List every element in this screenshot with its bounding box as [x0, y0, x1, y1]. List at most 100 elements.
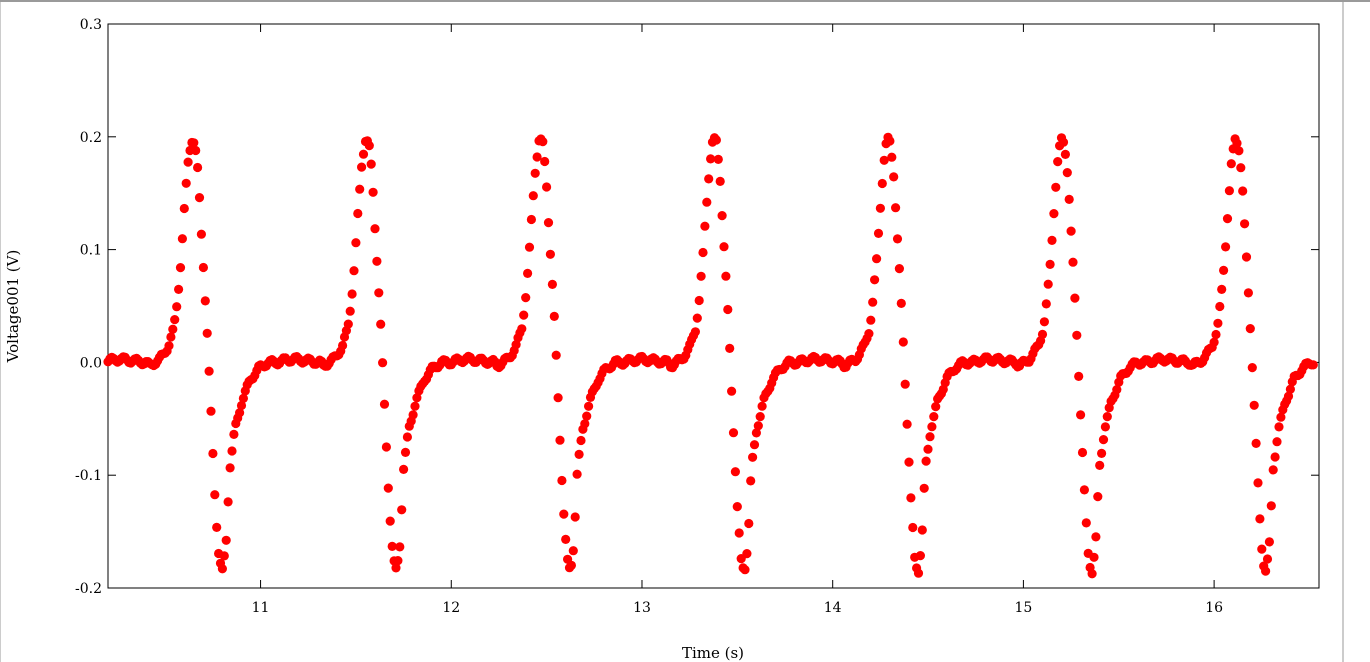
data-point — [904, 457, 914, 467]
data-point — [913, 568, 924, 578]
data-point — [868, 297, 878, 307]
data-point — [751, 428, 762, 438]
x-axis-label: Time (s) — [682, 644, 744, 662]
data-point — [866, 315, 876, 325]
data-point — [1222, 214, 1233, 224]
data-point — [690, 327, 701, 337]
data-point — [1058, 137, 1069, 147]
data-point — [519, 310, 529, 320]
data-point — [200, 296, 210, 306]
data-point — [353, 208, 363, 219]
data-point — [568, 546, 578, 556]
data-point — [1097, 448, 1107, 458]
y-axis-label: Voltage001 (V) — [4, 250, 22, 364]
data-point — [1072, 330, 1082, 340]
data-point — [891, 203, 901, 213]
data-point — [372, 256, 382, 266]
data-point — [706, 154, 716, 164]
data-point — [1243, 288, 1253, 298]
data-point — [378, 358, 388, 368]
data-point — [727, 386, 737, 396]
data-point — [549, 311, 559, 321]
data-point — [349, 266, 359, 276]
data-point — [728, 428, 739, 438]
data-point — [1049, 209, 1059, 219]
data-point — [338, 340, 348, 351]
data-point — [210, 490, 220, 500]
data-point — [692, 313, 702, 323]
data-point — [1240, 219, 1250, 229]
x-tick-label: 14 — [824, 600, 842, 616]
data-point — [526, 214, 537, 225]
data-point — [1098, 435, 1109, 445]
data-point — [208, 448, 218, 459]
data-point — [734, 528, 744, 538]
data-point — [885, 136, 895, 146]
data-point — [219, 551, 229, 561]
data-point — [1068, 257, 1078, 267]
data-point — [528, 191, 538, 201]
data-point — [730, 467, 741, 477]
data-point — [177, 234, 187, 244]
data-point — [744, 518, 754, 529]
data-point — [906, 493, 916, 503]
data-point — [235, 408, 245, 418]
data-point — [1266, 501, 1276, 511]
data-point — [547, 279, 558, 289]
data-point — [1268, 465, 1278, 475]
data-point — [1308, 360, 1318, 370]
data-point — [523, 268, 533, 278]
data-point — [877, 178, 887, 189]
data-point — [374, 288, 384, 298]
data-point — [557, 475, 567, 486]
data-point — [225, 463, 235, 473]
data-point — [1241, 252, 1252, 262]
data-point — [1076, 410, 1086, 420]
data-point — [894, 264, 905, 274]
data-point — [1060, 149, 1070, 159]
data-point — [753, 421, 763, 431]
data-point — [755, 412, 765, 422]
data-point — [172, 302, 182, 312]
data-point — [1102, 412, 1112, 422]
data-point — [183, 157, 193, 167]
data-point — [1045, 259, 1055, 269]
data-point — [168, 324, 178, 334]
data-point — [927, 422, 937, 432]
data-point — [900, 379, 910, 389]
data-point — [872, 254, 882, 264]
data-point — [343, 319, 353, 329]
data-point — [1053, 157, 1063, 167]
data-point — [368, 187, 378, 197]
data-point — [524, 242, 535, 252]
data-point — [921, 456, 931, 466]
data-point — [1226, 159, 1236, 169]
data-point — [408, 410, 418, 420]
y-tick-labels: -0.2 -0.1 0.0 0.1 0.2 0.3 — [75, 17, 102, 597]
data-point — [358, 149, 369, 159]
data-point — [1215, 301, 1225, 312]
data-point — [748, 452, 758, 462]
data-point — [1209, 337, 1219, 347]
data-point — [702, 197, 712, 207]
data-point — [698, 247, 708, 258]
data-point — [212, 522, 222, 533]
data-point — [1095, 460, 1105, 470]
data-point — [902, 419, 912, 429]
data-point — [1255, 514, 1265, 524]
data-point — [1247, 363, 1257, 373]
data-point — [757, 401, 767, 411]
data-point — [1079, 485, 1089, 495]
data-point — [875, 203, 886, 213]
data-point — [887, 152, 897, 162]
data-point — [351, 238, 361, 248]
data-point — [1253, 478, 1263, 488]
data-point — [204, 366, 214, 376]
data-point — [732, 502, 742, 512]
data-point — [229, 429, 239, 439]
data-point — [402, 432, 412, 442]
data-point — [1270, 452, 1280, 462]
data-point — [545, 249, 556, 259]
data-point — [896, 298, 906, 308]
